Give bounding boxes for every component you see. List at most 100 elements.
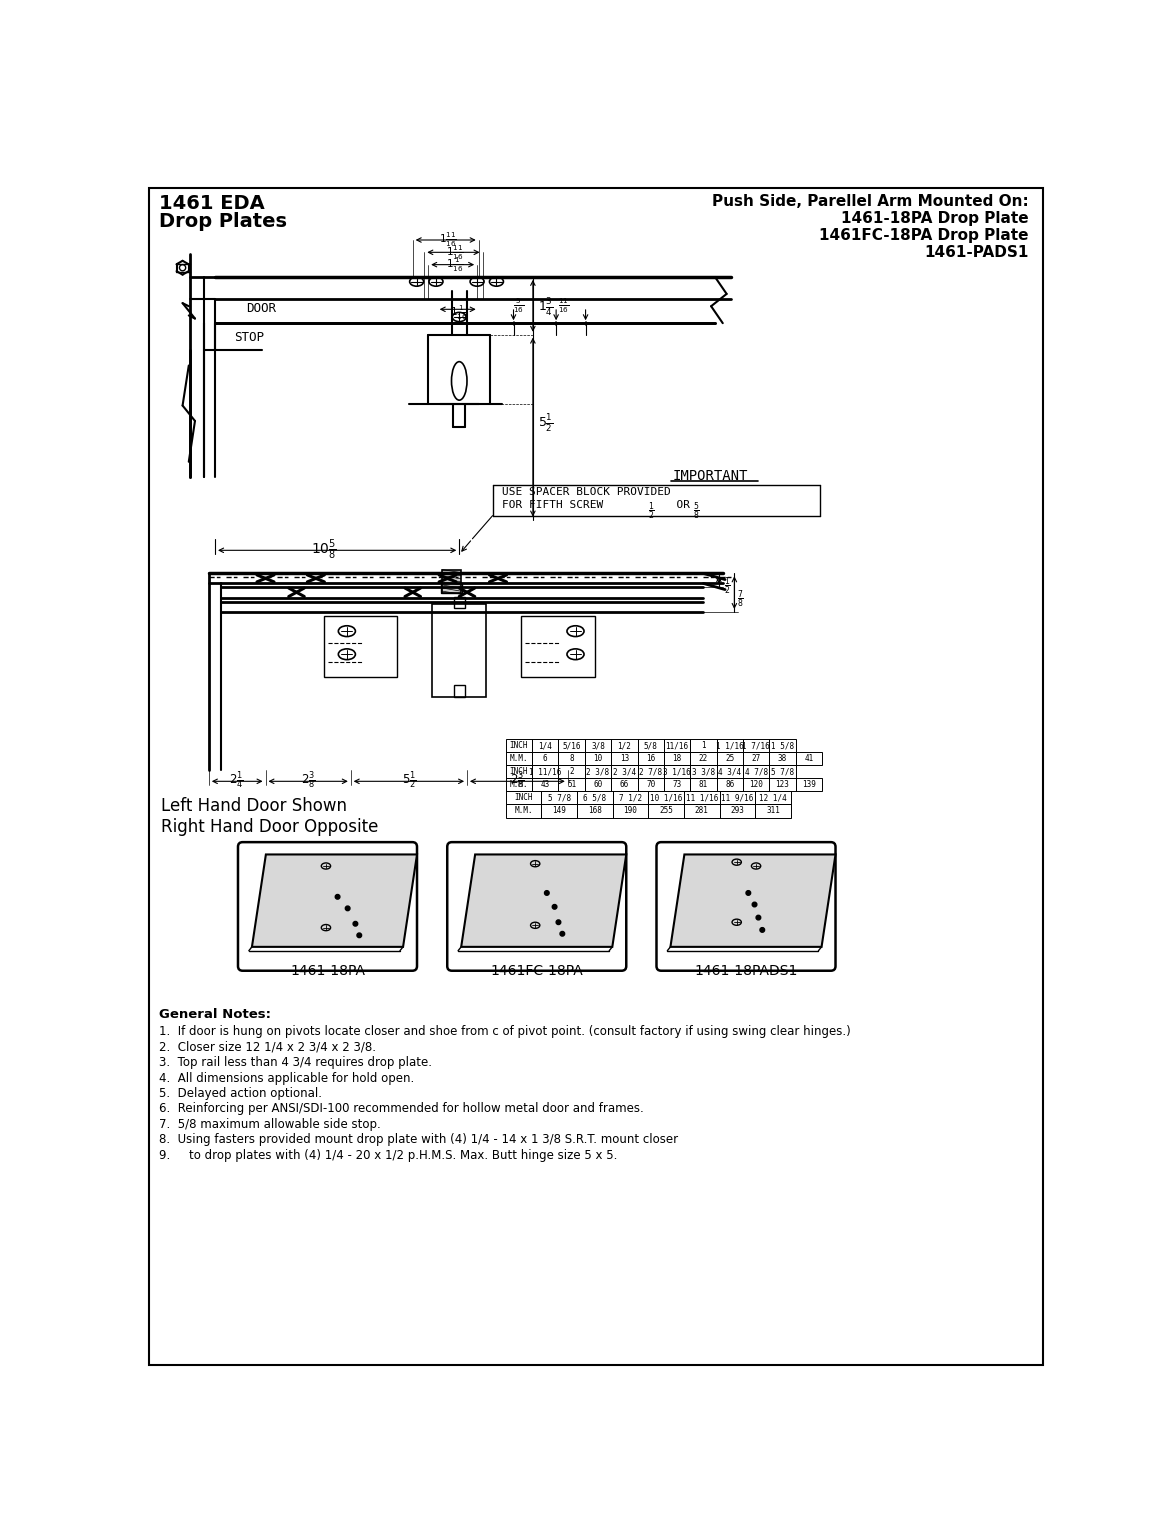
Text: 120: 120 — [749, 780, 763, 789]
Polygon shape — [670, 855, 835, 947]
Text: FOR FIFTH SCREW: FOR FIFTH SCREW — [502, 500, 616, 511]
Bar — [542, 792, 577, 804]
Text: 6 5/8: 6 5/8 — [584, 794, 606, 803]
Text: $\frac{7}{8}$: $\frac{7}{8}$ — [737, 589, 744, 611]
Text: $\frac{5}{16}$: $\frac{5}{16}$ — [513, 297, 525, 315]
Text: M.M.: M.M. — [514, 806, 533, 815]
Bar — [542, 804, 577, 818]
Text: 2 7/8: 2 7/8 — [640, 767, 662, 777]
Text: $5\frac{1}{2}$: $5\frac{1}{2}$ — [401, 769, 416, 791]
Text: 255: 255 — [659, 806, 673, 815]
Bar — [558, 764, 585, 778]
Text: 1461FC-18PA: 1461FC-18PA — [491, 964, 583, 978]
Bar — [684, 804, 720, 818]
Text: 1: 1 — [701, 741, 706, 751]
Bar — [533, 752, 558, 764]
Text: 27: 27 — [751, 754, 761, 763]
Text: 10 1/16: 10 1/16 — [650, 794, 683, 803]
Text: $1\frac{1}{16}$: $1\frac{1}{16}$ — [450, 305, 469, 323]
Text: 66: 66 — [620, 780, 629, 789]
Bar — [585, 764, 611, 778]
Text: 1461FC-18PA Drop Plate: 1461FC-18PA Drop Plate — [820, 228, 1029, 243]
Circle shape — [556, 920, 561, 924]
Text: 81: 81 — [699, 780, 708, 789]
Circle shape — [335, 895, 340, 900]
Polygon shape — [462, 855, 626, 947]
Bar — [558, 752, 585, 764]
Text: 8: 8 — [570, 754, 573, 763]
FancyBboxPatch shape — [656, 843, 835, 970]
Bar — [769, 738, 795, 752]
Bar — [690, 752, 716, 764]
Text: $1\frac{1}{16}$: $1\frac{1}{16}$ — [447, 255, 464, 274]
Bar — [533, 778, 558, 792]
Text: 123: 123 — [776, 780, 790, 789]
Circle shape — [552, 904, 557, 909]
Bar — [716, 752, 743, 764]
Circle shape — [561, 932, 565, 937]
Text: 1 5/8: 1 5/8 — [771, 741, 794, 751]
Text: 1 1/16: 1 1/16 — [716, 741, 743, 751]
Text: 8.  Using fasters provided mount drop plate with (4) 1/4 - 14 x 1 3/8 S.R.T. mou: 8. Using fasters provided mount drop pla… — [159, 1134, 678, 1146]
Text: 2 3/4: 2 3/4 — [613, 767, 636, 777]
Circle shape — [752, 903, 757, 907]
Text: $2\frac{3}{8}$: $2\frac{3}{8}$ — [511, 769, 525, 791]
Text: 5/8: 5/8 — [644, 741, 657, 751]
Text: 311: 311 — [766, 806, 780, 815]
Text: M.M.: M.M. — [509, 780, 528, 789]
Circle shape — [759, 927, 764, 932]
Text: $\frac{1}{2}$: $\frac{1}{2}$ — [723, 575, 730, 597]
Text: 1461-PADS1: 1461-PADS1 — [925, 245, 1029, 260]
Bar — [506, 738, 533, 752]
Bar — [637, 764, 664, 778]
Text: INCH: INCH — [509, 767, 528, 777]
Text: $1\frac{11}{16}$: $1\frac{11}{16}$ — [438, 231, 457, 249]
Circle shape — [357, 934, 362, 938]
Text: 7.  5/8 maximum allowable side stop.: 7. 5/8 maximum allowable side stop. — [159, 1118, 381, 1130]
Text: 4 3/4: 4 3/4 — [719, 767, 741, 777]
Text: 1461 EDA: 1461 EDA — [159, 194, 265, 212]
Text: 3 3/8: 3 3/8 — [692, 767, 715, 777]
Text: 1/2: 1/2 — [618, 741, 632, 751]
Text: 168: 168 — [588, 806, 601, 815]
Bar — [769, 752, 795, 764]
Text: 293: 293 — [730, 806, 744, 815]
Text: 22: 22 — [699, 754, 708, 763]
Bar — [585, 752, 611, 764]
Bar — [611, 778, 637, 792]
Bar — [506, 778, 533, 792]
Text: 5.  Delayed action optional.: 5. Delayed action optional. — [159, 1087, 322, 1100]
Bar — [613, 804, 648, 818]
Circle shape — [756, 915, 761, 920]
Text: $5\frac{1}{2}$: $5\frac{1}{2}$ — [537, 412, 554, 434]
Text: M.M.: M.M. — [509, 754, 528, 763]
Text: Push Side, Parellel Arm Mounted On:: Push Side, Parellel Arm Mounted On: — [712, 194, 1029, 209]
Bar — [637, 752, 664, 764]
Bar — [769, 764, 795, 778]
Text: IMPORTANT: IMPORTANT — [672, 469, 748, 483]
Text: 1461-18PADS1: 1461-18PADS1 — [694, 964, 798, 978]
Text: $\frac{5}{8}$: $\frac{5}{8}$ — [692, 500, 699, 521]
Bar — [506, 804, 542, 818]
Bar — [577, 804, 613, 818]
Bar — [637, 778, 664, 792]
Bar — [690, 778, 716, 792]
Bar — [442, 583, 462, 592]
Text: 9.     to drop plates with (4) 1/4 - 20 x 1/2 p.H.M.S. Max. Butt hinge size 5 x : 9. to drop plates with (4) 1/4 - 20 x 1/… — [159, 1149, 618, 1161]
Text: 5 7/8: 5 7/8 — [548, 794, 571, 803]
Bar — [720, 792, 755, 804]
Text: 2 3/8: 2 3/8 — [586, 767, 609, 777]
Bar — [648, 792, 684, 804]
Text: 149: 149 — [552, 806, 566, 815]
Text: 2: 2 — [570, 767, 573, 777]
Text: 3 1/16: 3 1/16 — [663, 767, 691, 777]
Bar — [716, 764, 743, 778]
Bar — [795, 778, 822, 792]
Text: 1 7/16: 1 7/16 — [742, 741, 770, 751]
Bar — [506, 764, 533, 778]
Text: $10\frac{5}{8}$: $10\frac{5}{8}$ — [311, 538, 336, 563]
Text: 25: 25 — [725, 754, 734, 763]
Text: 10: 10 — [593, 754, 602, 763]
Text: 41: 41 — [804, 754, 813, 763]
Text: 1461-18PA: 1461-18PA — [290, 964, 365, 978]
